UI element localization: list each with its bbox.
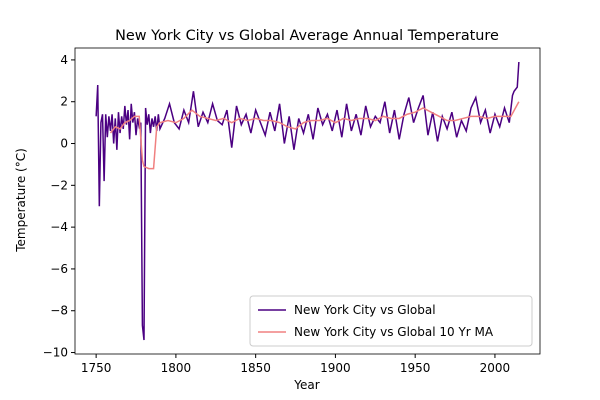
chart-title: New York City vs Global Average Annual T… xyxy=(115,28,499,44)
legend-label: New York City vs Global xyxy=(294,303,436,317)
y-axis-label: Temperature (°C) xyxy=(14,148,28,253)
legend-box xyxy=(249,295,533,347)
y-tick-label: 4 xyxy=(60,53,68,67)
series-line xyxy=(95,61,520,341)
y-tick-label: −10 xyxy=(43,346,68,360)
y-tick-label: −8 xyxy=(50,304,68,318)
x-tick-label: 1750 xyxy=(81,361,112,375)
y-tick-label: −6 xyxy=(50,262,68,276)
y-tick-label: −2 xyxy=(50,178,68,192)
x-tick-label: 2000 xyxy=(480,361,511,375)
y-tick-label: 2 xyxy=(60,95,68,109)
x-axis-label: Year xyxy=(293,378,319,392)
legend-label: New York City vs Global 10 Yr MA xyxy=(294,325,494,339)
y-tick-label: −4 xyxy=(50,220,68,234)
x-tick-label: 1800 xyxy=(161,361,192,375)
x-tick-label: 1850 xyxy=(240,361,271,375)
x-tick-label: 1950 xyxy=(400,361,431,375)
series-line xyxy=(109,101,520,170)
y-tick-label: 0 xyxy=(60,137,68,151)
x-tick-label: 1900 xyxy=(320,361,351,375)
axes-frame xyxy=(74,47,541,355)
